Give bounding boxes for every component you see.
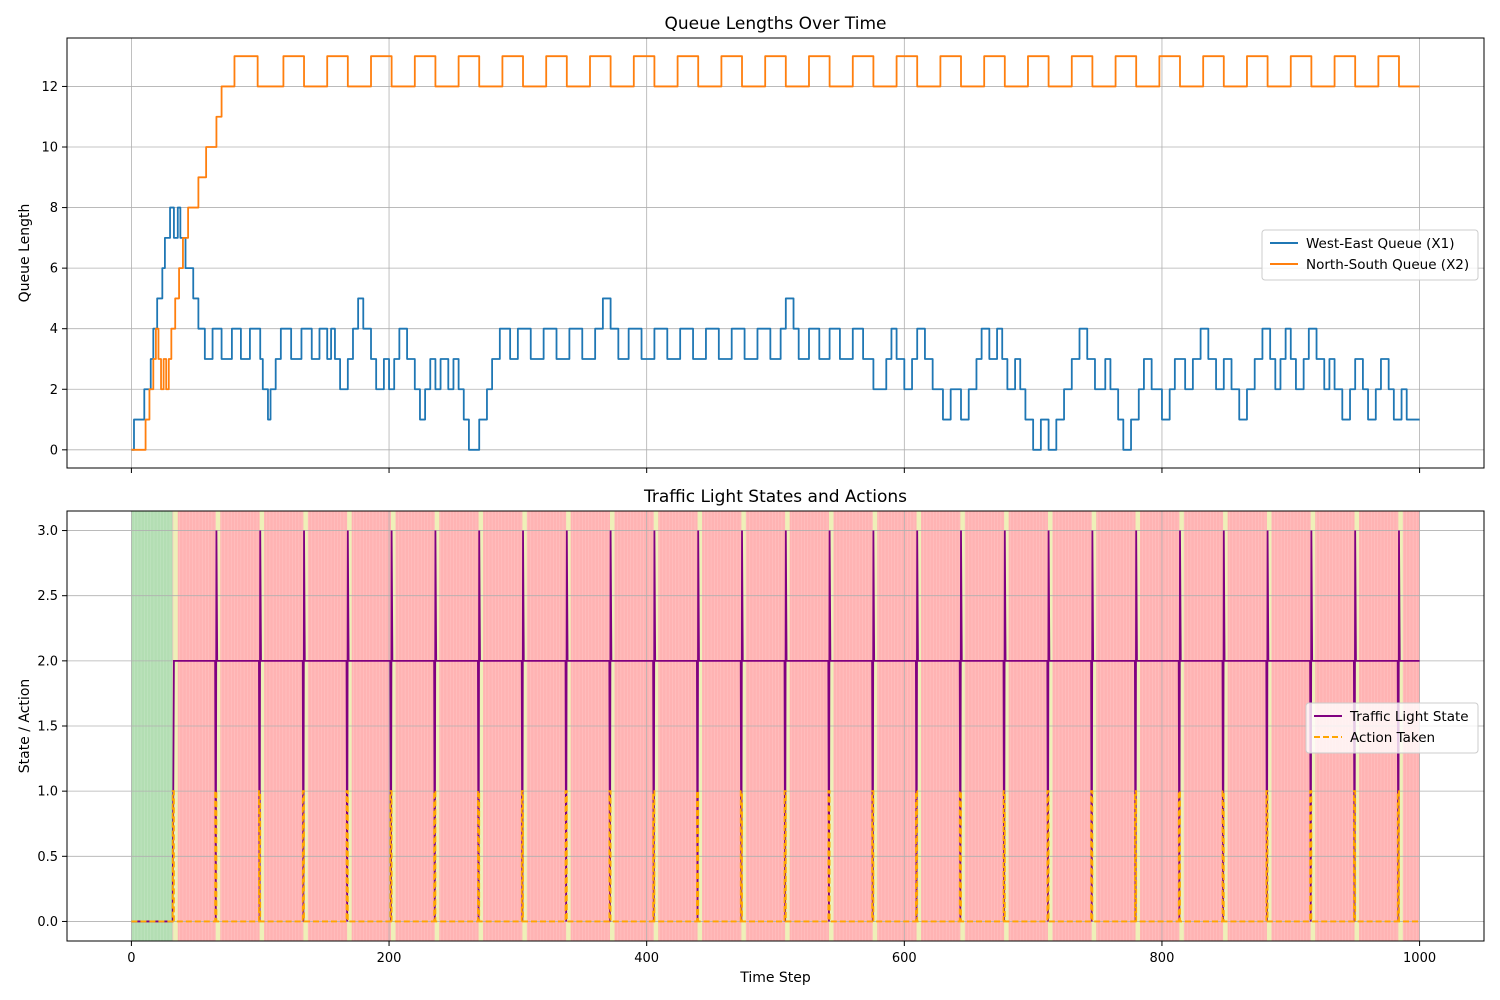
legend: Traffic Light State Action Taken <box>1305 702 1479 754</box>
x-tick-label: 400 <box>634 951 659 966</box>
y-axis-label: State / Action <box>17 679 33 774</box>
y-tick-label: 0.0 <box>37 915 58 930</box>
y-tick-label: 4 <box>50 322 58 337</box>
y-tick-label: 2 <box>50 383 58 398</box>
chart-title: Traffic Light States and Actions <box>643 487 907 507</box>
y-axis-label: Queue Length <box>17 204 33 303</box>
legend-box <box>1305 702 1479 754</box>
y-tick-label: 6 <box>50 262 58 277</box>
queue-lengths-panel: 0 2 4 6 8 10 12 Queue Lengths Over Time Queue … <box>17 14 1485 473</box>
y-tick-label: 10 <box>41 141 58 156</box>
north-south-queue-line <box>131 55 1420 451</box>
legend-label: West-East Queue (X1) <box>1306 236 1455 252</box>
west-east-queue-line <box>131 206 1420 451</box>
chart-title: Queue Lengths Over Time <box>664 14 886 34</box>
y-tick-label: 2.0 <box>37 654 58 669</box>
y-tick-label: 0.5 <box>37 850 58 865</box>
y-tick-label: 1.5 <box>37 720 58 735</box>
y-tick-label: 8 <box>50 201 58 216</box>
action-taken-line <box>131 790 1420 923</box>
y-tick-label: 3.0 <box>37 524 58 539</box>
traffic-light-panel: 0 200 400 600 800 1000 0.0 0.5 1.0 1.5 2.0 2.5 3.0 T… <box>17 487 1485 986</box>
legend: West-East Queue (X1) North-South Queue (X… <box>1261 229 1479 281</box>
legend-box <box>1261 229 1479 281</box>
x-tick-label: 800 <box>1150 951 1175 966</box>
legend-label: Traffic Light State <box>1349 709 1469 725</box>
y-tick-label: 0 <box>50 443 58 458</box>
y-tick-label: 1.0 <box>37 785 58 800</box>
x-tick-label: 200 <box>377 951 402 966</box>
legend-label: Action Taken <box>1350 730 1435 746</box>
x-tick-label: 600 <box>892 951 917 966</box>
y-tick-label: 12 <box>41 80 58 95</box>
x-tick-label: 1000 <box>1403 951 1436 966</box>
y-tick-label: 2.5 <box>37 589 58 604</box>
plot-frame <box>66 37 1485 469</box>
legend-label: North-South Queue (X2) <box>1306 257 1469 273</box>
x-axis-label: Time Step <box>739 970 811 986</box>
x-tick-label: 0 <box>127 951 135 966</box>
